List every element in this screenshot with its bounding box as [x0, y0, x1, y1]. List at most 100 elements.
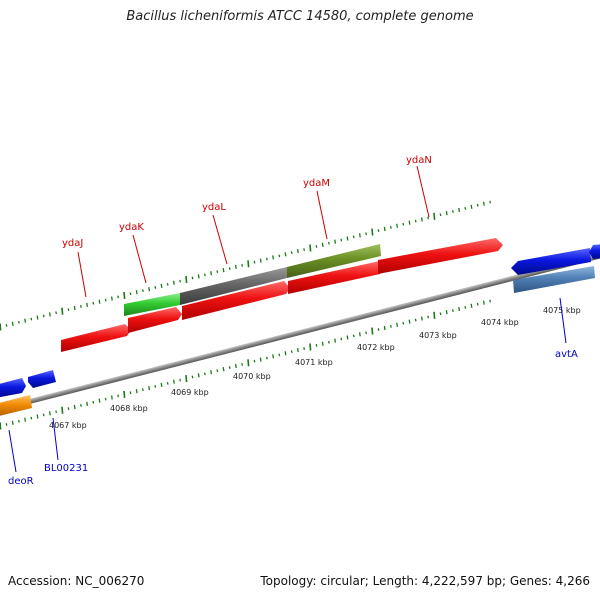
scale-tick [427, 216, 430, 220]
scale-tick [253, 260, 256, 264]
scale-tick [73, 404, 76, 410]
gene-label-ydaK[interactable]: ydaK [119, 222, 144, 233]
scale-tick [365, 232, 368, 236]
scale-tick [489, 299, 492, 303]
scale-tick [334, 239, 337, 244]
gene-feature-blue[interactable] [0, 378, 26, 398]
scale-tick [482, 300, 485, 305]
scale-tick [92, 301, 95, 305]
gene-label-ydaN[interactable]: ydaN [406, 155, 432, 166]
scale-tick [30, 416, 33, 420]
scale-tick [61, 307, 64, 315]
scale-tick [439, 312, 442, 316]
upper-gene-labels: ydaJ ydaK ydaL ydaM ydaN [62, 155, 432, 298]
scale-tick [389, 225, 392, 229]
scale-tick [141, 388, 144, 392]
scale-tick [98, 299, 101, 304]
scale-tick [408, 220, 411, 225]
scale-tick [154, 286, 157, 289]
scale-tick [129, 391, 132, 395]
scale-tick [445, 310, 448, 315]
gene-label-ydaM[interactable]: ydaM [303, 178, 330, 189]
gene-label-deoR[interactable]: deoR [8, 476, 34, 487]
gene-feature-red[interactable] [378, 238, 503, 274]
lower-tick-row [0, 299, 492, 430]
scale-tick [290, 350, 293, 354]
gene-feature-blue[interactable] [589, 244, 600, 259]
scale-tick [389, 324, 392, 328]
scale-tick [79, 305, 82, 308]
scale-tick [197, 373, 200, 378]
scale-tick [98, 398, 101, 403]
scale-tick [191, 375, 194, 379]
scale-label: 4074 kbp [481, 318, 519, 327]
scale-tick [451, 210, 454, 213]
gene-feature-ydaM[interactable] [287, 244, 381, 278]
scale-tick [123, 390, 126, 398]
gene-label-avtA[interactable]: avtA [555, 349, 578, 360]
gene-feature-red[interactable] [128, 307, 182, 333]
scale-label: 4069 kbp [171, 388, 209, 397]
scale-tick [253, 359, 256, 363]
gene-feature-deoR[interactable] [0, 395, 32, 417]
scale-tick [86, 401, 89, 406]
scale-tick [420, 217, 423, 222]
scale-tick [265, 356, 268, 360]
scale-tick [92, 400, 95, 404]
scale-tick [172, 280, 175, 285]
scale-tick [117, 295, 120, 299]
gene-label-ydaJ[interactable]: ydaJ [62, 238, 83, 249]
lower-track-features [0, 244, 600, 417]
scale-tick [470, 303, 473, 308]
lower-gene-labels: deoR BL00231 avtA [8, 297, 578, 487]
scale-label: 4073 kbp [419, 331, 457, 340]
scale-tick [61, 406, 64, 414]
gene-label-BL00231[interactable]: BL00231 [44, 463, 88, 474]
gene-feature-red[interactable] [61, 324, 131, 352]
scale-tick [420, 316, 423, 321]
gene-feature-red[interactable] [182, 281, 290, 320]
scale-tick [352, 334, 355, 338]
scale-tick [110, 296, 113, 301]
scale-tick [234, 264, 237, 269]
scale-tick [402, 222, 405, 226]
scale-tick [48, 312, 51, 317]
scale-tick [123, 291, 126, 299]
scale-tick [346, 335, 349, 340]
scale-tick [141, 289, 144, 293]
scale-tick [352, 235, 355, 239]
scale-tick [265, 257, 268, 261]
scale-tick [315, 244, 318, 248]
gene-label-ydaL[interactable]: ydaL [202, 202, 226, 213]
scale-tick [439, 213, 442, 217]
upper-tick-row [0, 200, 492, 331]
genome-backbone [0, 239, 600, 417]
scale-tick [234, 363, 237, 368]
scale-tick [160, 283, 163, 288]
scale-tick [284, 351, 287, 356]
gene-feature-blue[interactable] [511, 248, 591, 275]
scale-tick [377, 229, 380, 232]
gene-feature-blue[interactable] [28, 370, 56, 388]
scale-tick [402, 321, 405, 325]
gene-feature-ydaL[interactable] [180, 267, 287, 305]
scale-tick [5, 423, 8, 426]
scale-tick [166, 381, 169, 385]
scale-tick [296, 348, 299, 353]
scale-tick [79, 404, 82, 407]
gene-feature-red[interactable] [288, 261, 383, 294]
gene-feature-avtA[interactable] [513, 266, 595, 293]
scale-tick [241, 263, 244, 267]
gene-feature-ydaK[interactable] [124, 293, 180, 316]
scale-tick [476, 203, 479, 207]
scale-tick [179, 378, 182, 382]
scale-tick [278, 353, 281, 357]
scale-tick [303, 347, 306, 350]
scale-tick [222, 268, 225, 273]
scale-tick [67, 407, 70, 411]
scale-tick [117, 394, 120, 398]
scale-tick [284, 252, 287, 257]
scale-tick [228, 267, 231, 270]
scale-tick [172, 379, 175, 384]
